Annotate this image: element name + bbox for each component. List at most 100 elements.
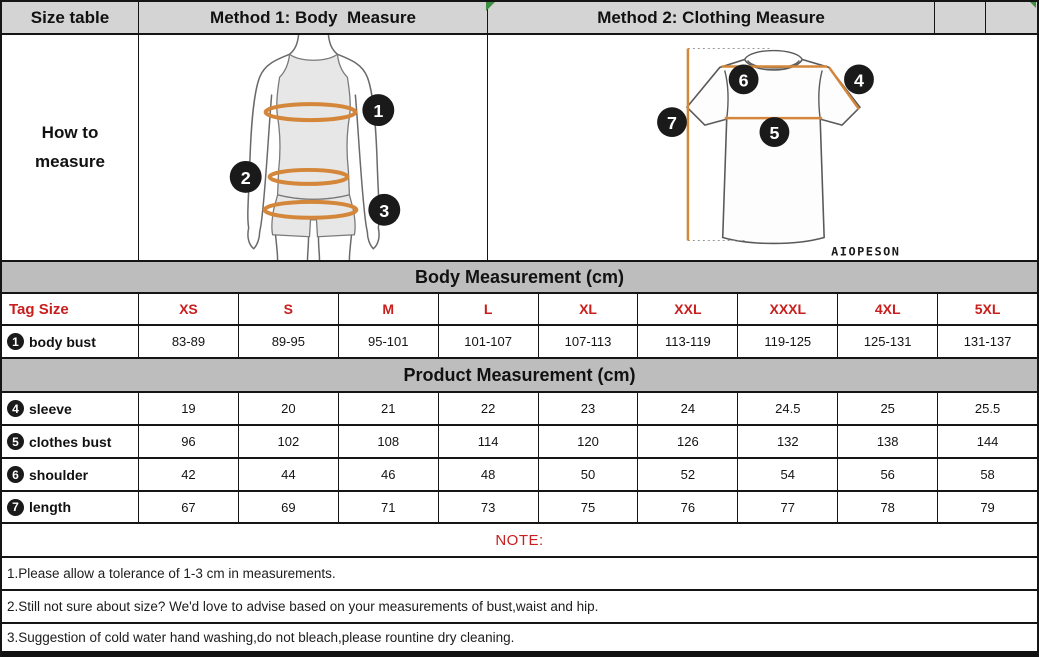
size-col-xs: XS: [139, 294, 239, 324]
size-col-m: M: [339, 294, 439, 324]
marker-4-circle: [843, 64, 874, 95]
product-measurement-section-header: Product Measurement (cm): [2, 359, 1037, 393]
body-figure-svg: 1 2 3: [229, 35, 401, 260]
circled-number-5: 5: [7, 433, 24, 450]
note-text-1: 1.Please allow a tolerance of 1-3 cm in …: [7, 566, 336, 581]
bottom-black-bar: [2, 651, 1037, 657]
table-cell: 119-125: [738, 326, 839, 357]
bust-band: [263, 102, 358, 123]
brand-text: AIOPESON: [831, 244, 900, 258]
sleeve-line: [827, 66, 860, 110]
tag-size-row: Tag Size XS S M L XL XXL XXXL 4XL 5XL: [2, 294, 1037, 326]
table-cell: 77: [738, 492, 839, 522]
body-neck-left: [288, 35, 300, 56]
table-cell: 23: [539, 393, 639, 424]
table-cell: 24.5: [738, 393, 839, 424]
table-cell: 144: [976, 434, 999, 449]
circled-number-6: 6: [7, 466, 24, 483]
table-cell: 78: [838, 492, 939, 522]
table-cell: 108: [339, 426, 439, 457]
header-empty-cell-1: [935, 2, 986, 33]
circled-number-4: 4: [7, 400, 24, 417]
note-title-row: NOTE:: [2, 524, 1037, 558]
marker-1-number: 1: [373, 101, 383, 121]
hip-band: [262, 199, 359, 220]
size-col-xxl: XXL: [638, 294, 739, 324]
tshirt-collar-inner: [746, 59, 800, 69]
note-row-2: 2.Still not sure about size? We'd love t…: [2, 591, 1037, 624]
table-cell: 126: [638, 426, 739, 457]
table-cell: 113-119: [638, 326, 739, 357]
body-leg-line: [306, 236, 310, 260]
table-cell: 79: [980, 499, 995, 515]
body-bust-label: 1 body bust: [2, 326, 139, 357]
table-cell: 54: [738, 459, 839, 490]
body-measurement-title: Body Measurement (cm): [414, 266, 625, 287]
table-row-body-bust: 1 body bust 83-89 89-95 95-101 101-107 1…: [2, 326, 1037, 359]
green-corner-mark: [486, 2, 495, 11]
tshirt-figure-svg: 6 4 7 5 AIOPESON: [656, 48, 900, 258]
marker-6-number: 6: [738, 70, 748, 90]
table-row-length: 7 length 67 69 71 73 75 76 77 78 79: [2, 492, 1037, 524]
body-leg-line: [348, 234, 353, 260]
note-row-1: 1.Please allow a tolerance of 1-3 cm in …: [2, 558, 1037, 591]
body-measure-illustration: 1 2 3: [139, 35, 488, 260]
note-text-3: 3.Suggestion of cold water hand washing,…: [7, 630, 515, 645]
size-col-xl: XL: [539, 294, 639, 324]
size-table-header: Size table: [2, 2, 139, 33]
marker-3-circle: [368, 193, 401, 226]
table-cell: 46: [339, 459, 439, 490]
size-col-s: S: [239, 294, 339, 324]
body-left-arm: [247, 53, 291, 250]
table-cell: 73: [439, 492, 539, 522]
table-cell: 83-89: [139, 326, 239, 357]
marker-5-number: 5: [769, 123, 779, 143]
marker-1-circle: [362, 94, 395, 127]
table-cell: 56: [838, 459, 939, 490]
body-leg-line: [274, 234, 279, 260]
marker-4-number: 4: [853, 70, 863, 90]
table-cell: 25.5: [974, 401, 1001, 416]
body-leg-line: [317, 236, 321, 260]
table-cell: 71: [339, 492, 439, 522]
table-cell: 22: [439, 393, 539, 424]
table-cell: 125-131: [838, 326, 939, 357]
table-cell: 96: [139, 426, 239, 457]
table-cell: 107-113: [539, 326, 639, 357]
table-cell: 76: [638, 492, 739, 522]
note-text-2: 2.Still not sure about size? We'd love t…: [7, 599, 599, 614]
waist-band: [267, 167, 350, 186]
marker-5-circle: [759, 117, 789, 148]
table-cell: 101-107: [439, 326, 539, 357]
table-cell: 131-137: [963, 334, 1012, 349]
table-cell: 102: [239, 426, 339, 457]
size-col-5xl: 5XL: [974, 301, 1001, 317]
table-cell: 50: [539, 459, 639, 490]
note-title: NOTE:: [495, 531, 544, 549]
method1-header: Method 1: Body Measure: [139, 2, 488, 33]
note-row-3: 3.Suggestion of cold water hand washing,…: [2, 624, 1037, 651]
marker-7-circle: [656, 107, 687, 138]
body-measurement-section-header: Body Measurement (cm): [2, 262, 1037, 294]
shoulder-label: 6 shoulder: [2, 459, 139, 490]
marker-2-circle: [229, 160, 262, 193]
tshirt-body: [685, 58, 861, 245]
table-cell: 21: [339, 393, 439, 424]
table-cell: 132: [738, 426, 839, 457]
table-cell: 25: [838, 393, 939, 424]
circled-number-1: 1: [7, 333, 24, 350]
table-cell: 114: [439, 426, 539, 457]
table-cell: 120: [539, 426, 639, 457]
green-corner-mark-right: [1030, 2, 1036, 8]
size-col-xxxl: XXXL: [738, 294, 839, 324]
clothing-measure-illustration: 6 4 7 5 AIOPESON: [488, 35, 1037, 260]
length-label: 7 length: [2, 492, 139, 522]
table-cell: 48: [439, 459, 539, 490]
table-cell: 75: [539, 492, 639, 522]
tshirt-right-seam: [817, 70, 823, 120]
table-cell: 42: [139, 459, 239, 490]
sleeve-label: 4 sleeve: [2, 393, 139, 424]
table-cell: 19: [139, 393, 239, 424]
table-cell: 95-101: [339, 326, 439, 357]
how-to-measure-label: How to measure: [2, 35, 139, 260]
